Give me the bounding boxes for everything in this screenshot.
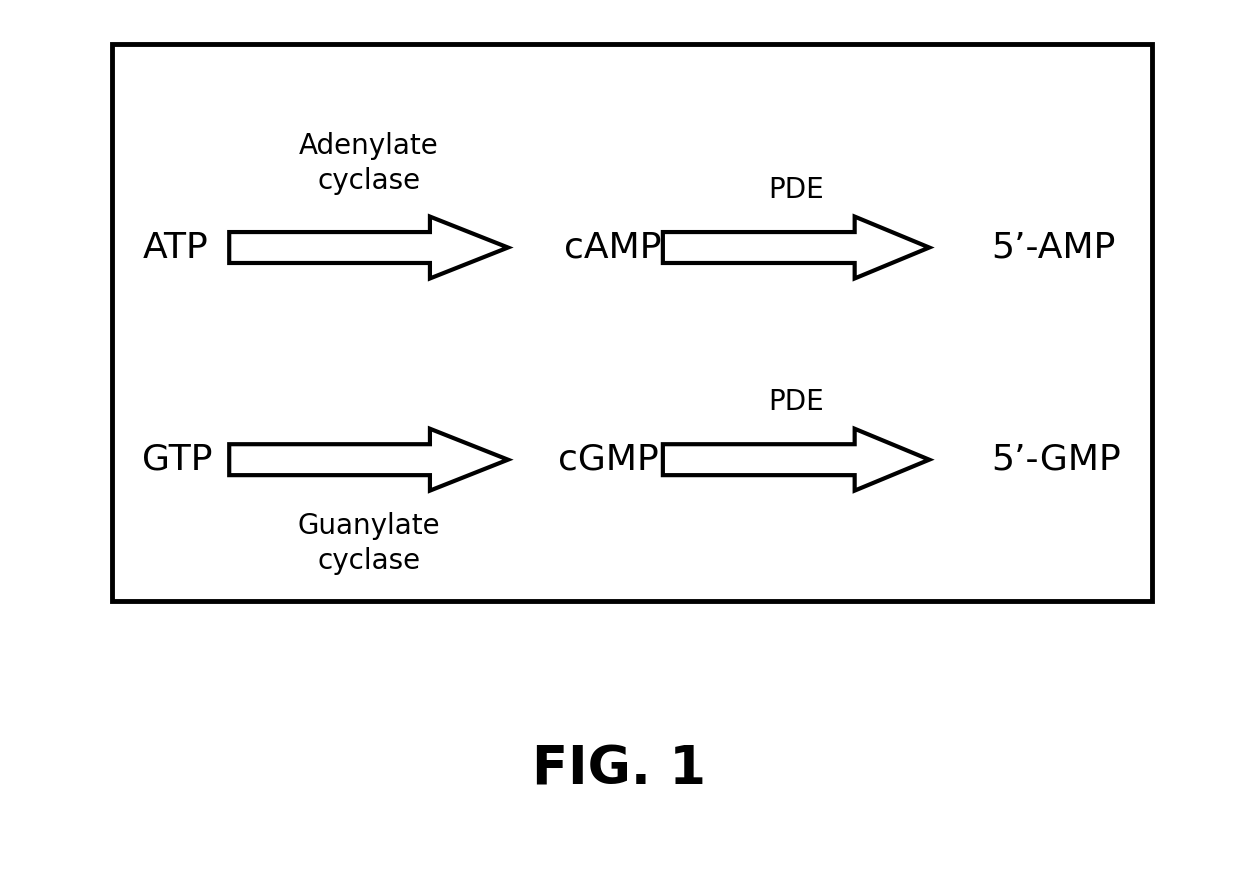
Polygon shape bbox=[663, 217, 929, 278]
Text: cAMP: cAMP bbox=[564, 231, 662, 264]
Polygon shape bbox=[229, 429, 508, 491]
Text: PDE: PDE bbox=[768, 176, 824, 204]
Text: Adenylate
cyclase: Adenylate cyclase bbox=[299, 133, 439, 194]
Text: GTP: GTP bbox=[142, 443, 213, 476]
Bar bbox=[112, 44, 1152, 601]
Text: 5’-GMP: 5’-GMP bbox=[991, 443, 1121, 476]
Text: cGMP: cGMP bbox=[558, 443, 658, 476]
Polygon shape bbox=[229, 217, 508, 278]
Text: Guanylate
cyclase: Guanylate cyclase bbox=[297, 513, 440, 575]
Polygon shape bbox=[663, 429, 929, 491]
Text: FIG. 1: FIG. 1 bbox=[533, 743, 706, 795]
Text: 5’-AMP: 5’-AMP bbox=[991, 231, 1115, 264]
Text: PDE: PDE bbox=[768, 388, 824, 416]
Text: ATP: ATP bbox=[142, 231, 208, 264]
